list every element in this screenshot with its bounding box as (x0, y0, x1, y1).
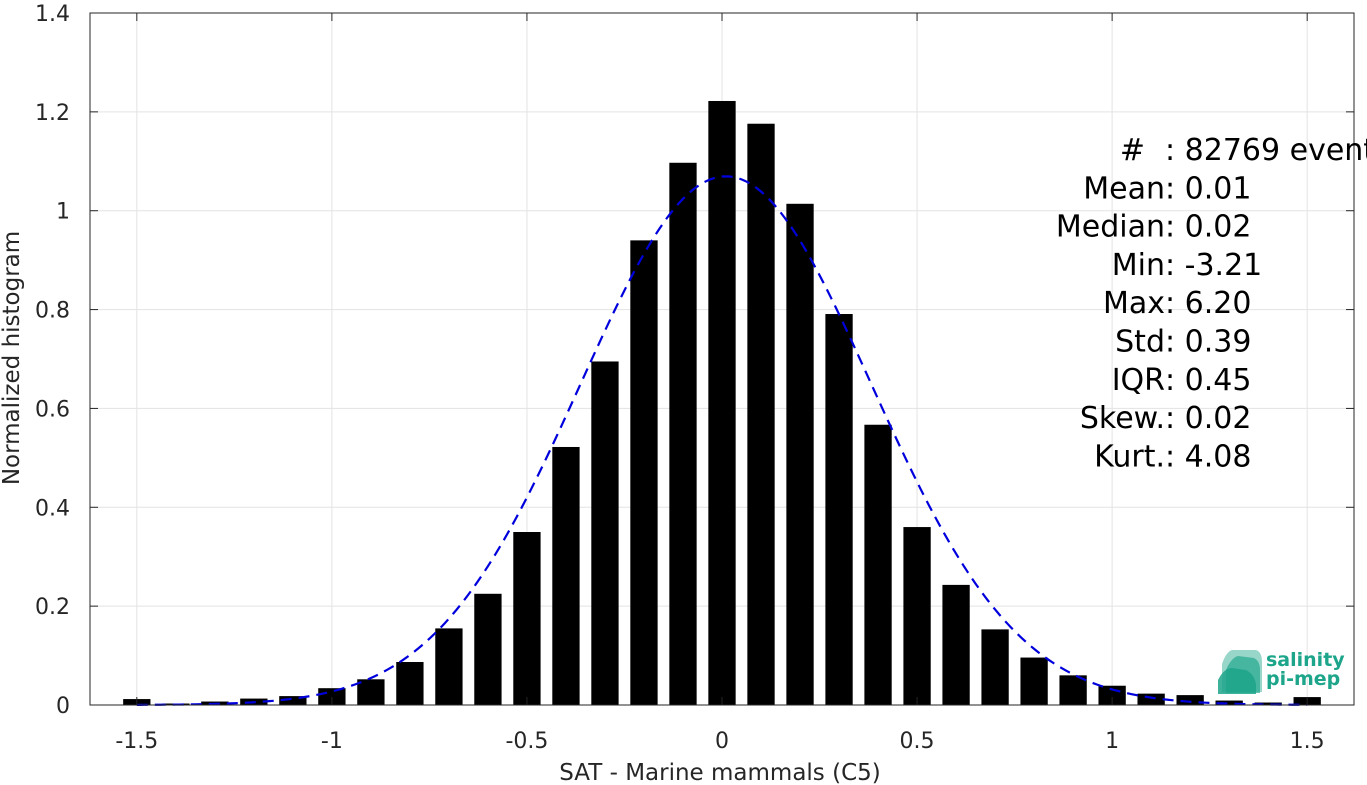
histogram-bar (1020, 657, 1048, 705)
histogram-bar (903, 527, 931, 705)
y-tick-label: 0 (56, 694, 70, 719)
histogram-bar (591, 361, 619, 705)
histogram-bar (825, 314, 853, 705)
histogram-bar (1176, 695, 1204, 705)
stats-key: Skew. (1080, 401, 1165, 436)
y-tick-labels: 0 0.2 0.4 0.6 0.8 1 1.2 1.4 (35, 2, 70, 719)
stats-key: Median (1056, 210, 1165, 245)
x-tick-label: 1.5 (1290, 729, 1325, 754)
histogram-bars (123, 100, 1321, 706)
histogram-bar (747, 123, 775, 706)
stats-value: : 0.02 (1165, 210, 1251, 245)
histogram-bar (435, 628, 463, 705)
y-tick-label: 0.2 (35, 595, 70, 620)
axis-ticks (90, 12, 1354, 706)
x-tick-label: -0.5 (505, 729, 548, 754)
x-axis-label: SAT - Marine mammals (C5) (559, 760, 881, 785)
stats-value: : 0.01 (1165, 171, 1251, 206)
histogram-bar (864, 424, 892, 705)
stats-key: IQR (1112, 363, 1165, 398)
stats-key: Min (1112, 248, 1165, 283)
y-tick-label: 1.4 (35, 2, 70, 27)
histogram-bar (474, 593, 502, 705)
x-tick-labels: -1.5 -1 -0.5 0 0.5 1 1.5 (115, 729, 1324, 754)
x-tick-label: 0.5 (900, 729, 935, 754)
logo-line1: salinity (1266, 649, 1345, 671)
histogram-bar (786, 203, 814, 705)
gaussian-fit-curve (136, 175, 1308, 706)
histogram-bar (357, 679, 385, 705)
histogram-bar (396, 661, 424, 705)
salinity-pi-mep-logo: salinity pi-mep (1218, 649, 1345, 694)
stats-value: : 6.20 (1165, 286, 1251, 321)
y-tick-label: 1.2 (35, 101, 70, 126)
stats-value: : 4.08 (1165, 439, 1251, 474)
histogram-bar (1137, 693, 1165, 705)
stats-value: : 0.39 (1165, 325, 1251, 360)
histogram-bar (1215, 700, 1243, 705)
logo-line2: pi-mep (1266, 668, 1340, 690)
stats-key: Std (1115, 325, 1165, 360)
x-tick-label: 1 (1105, 729, 1119, 754)
histogram-bar (1059, 675, 1087, 705)
stats-value: : 82769 events (1165, 133, 1367, 168)
histogram-bar (513, 532, 541, 705)
histogram-bar (708, 100, 736, 706)
x-tick-label: -1.5 (115, 729, 158, 754)
y-axis-label: Normalized histogram (0, 231, 25, 485)
y-tick-label: 0.4 (35, 496, 70, 521)
stats-value: : 0.02 (1165, 401, 1251, 436)
salinity-waves-icon (1218, 650, 1262, 694)
x-tick-label: 0 (715, 729, 729, 754)
stats-value: : -3.21 (1165, 248, 1262, 283)
stats-key: Kurt. (1094, 439, 1165, 474)
stats-key: Max (1103, 286, 1165, 321)
y-tick-label: 0.6 (35, 397, 70, 422)
histogram-bar (552, 446, 580, 705)
x-tick-label: -1 (321, 729, 343, 754)
stats-value: : 0.45 (1165, 363, 1251, 398)
histogram-bar (279, 696, 307, 705)
y-tick-label: 0.8 (35, 299, 70, 324)
histogram-bar (630, 240, 658, 705)
histogram-bar (1254, 702, 1282, 705)
stats-key: # (1120, 133, 1145, 168)
y-tick-label: 1 (56, 200, 70, 225)
histogram-bar (942, 584, 970, 705)
histogram-bar (981, 629, 1009, 705)
stats-key: Mean (1083, 171, 1165, 206)
histogram-bar (669, 162, 697, 706)
